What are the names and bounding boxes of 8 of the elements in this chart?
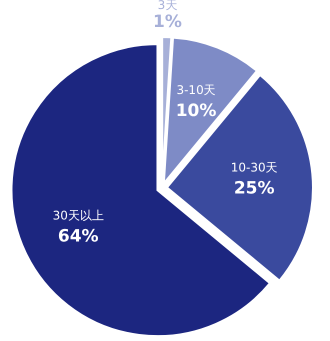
slice-label: 3-10天 — [176, 82, 216, 97]
data-label: 25% — [234, 178, 275, 198]
slice-label: 10-30天 — [230, 160, 278, 174]
slice-label: 30天以上 — [52, 208, 104, 222]
data-label: 10% — [176, 100, 216, 121]
data-label: 64% — [58, 226, 99, 246]
slice-label: 3天 — [158, 0, 178, 12]
data-label: 1% — [152, 12, 182, 32]
